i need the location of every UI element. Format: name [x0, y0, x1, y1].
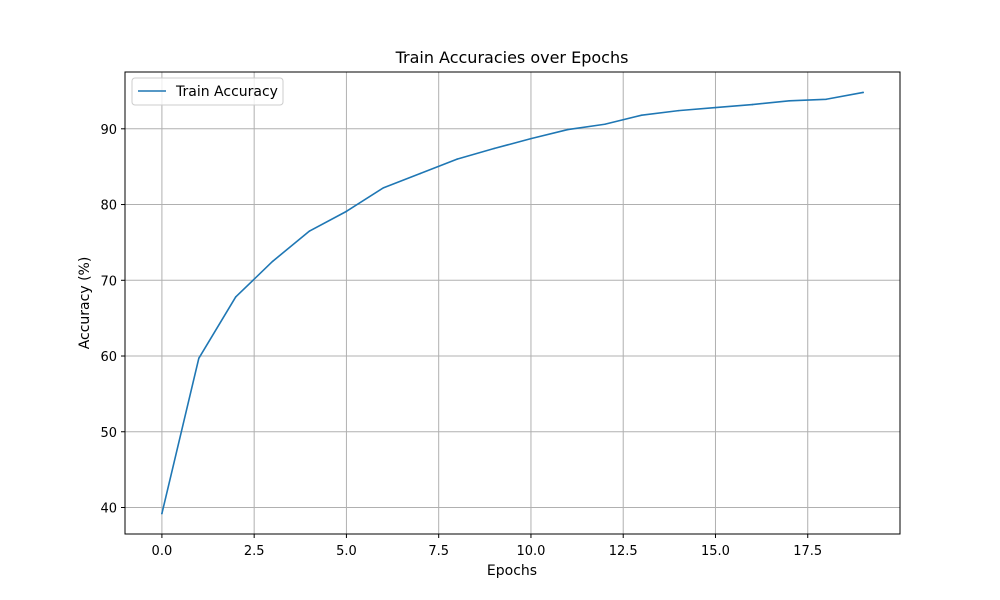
- data-point: [198, 357, 200, 360]
- series-lines: [161, 91, 864, 515]
- y-axis-ticks: 40 50 60 70 80 90: [100, 123, 125, 516]
- data-point: [456, 158, 458, 160]
- y-axis-label: Accuracy (%): [77, 257, 93, 350]
- grid-lines: [125, 72, 900, 534]
- data-point: [271, 260, 274, 263]
- legend: Train Accuracy: [131, 77, 284, 106]
- plot-area-frame: [124, 71, 901, 535]
- x-tick-label: 0.0: [152, 544, 173, 559]
- y-tick-label: 50: [100, 426, 117, 441]
- x-axis-label: Epochs: [487, 563, 537, 579]
- x-tick-label: 7.5: [428, 544, 449, 559]
- data-point: [234, 296, 237, 298]
- y-tick-label: 40: [100, 501, 117, 516]
- y-tick-label: 60: [100, 350, 117, 365]
- data-point: [677, 109, 680, 112]
- data-point: [714, 106, 717, 109]
- data-point: [825, 98, 827, 101]
- data-point: [382, 187, 385, 189]
- x-tick-label: 5.0: [336, 544, 357, 559]
- x-tick-label: 2.5: [244, 544, 265, 559]
- data-point: [640, 114, 643, 116]
- series-line-train-accuracy: [161, 91, 864, 515]
- data-point: [419, 172, 422, 175]
- y-tick-label: 80: [100, 199, 117, 214]
- x-tick-label: 12.5: [609, 544, 638, 559]
- data-point: [161, 512, 163, 515]
- data-point: [788, 99, 791, 102]
- legend-label-train-accuracy: Train Accuracy: [175, 84, 278, 100]
- x-tick-label: 17.5: [793, 544, 822, 559]
- data-point: [345, 210, 348, 213]
- data-point: [493, 147, 495, 150]
- y-tick-label: 90: [100, 123, 117, 138]
- x-tick-label: 15.0: [701, 544, 730, 559]
- legend-box: [131, 77, 284, 106]
- x-tick-label: 10.0: [516, 544, 545, 559]
- data-point: [862, 91, 864, 94]
- data-point: [751, 103, 754, 106]
- x-axis-ticks: 0.0 2.5 5.0 7.5 10.0 12.5 15.0 17.5: [152, 534, 822, 559]
- data-point: [308, 230, 311, 232]
- data-point: [530, 137, 532, 140]
- data-point: [567, 128, 569, 131]
- chart-title: Train Accuracies over Epochs: [395, 48, 629, 67]
- y-tick-label: 70: [100, 274, 117, 289]
- data-point: [603, 123, 606, 126]
